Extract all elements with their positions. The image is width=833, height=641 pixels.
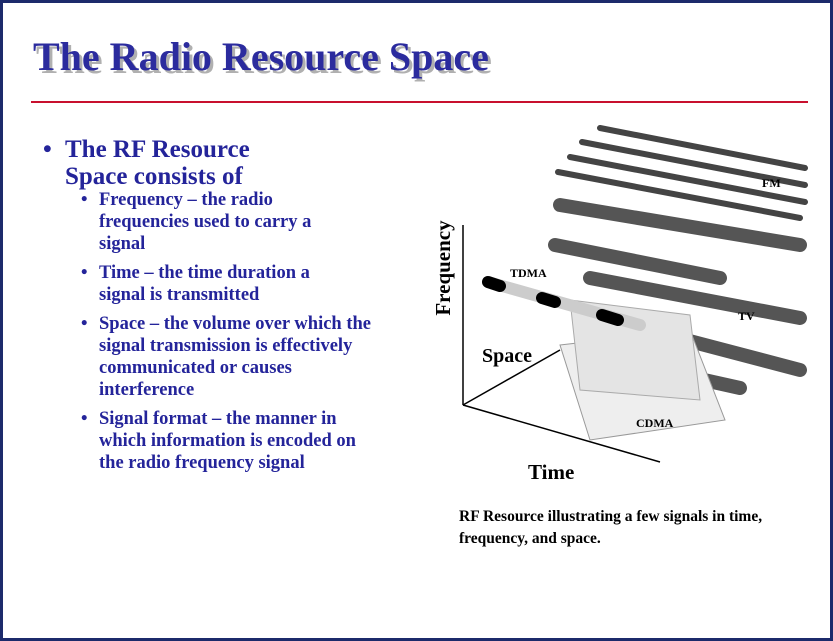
signal-label: CDMA [636,416,674,430]
axis-label: Space [482,345,532,367]
axis-label: Time [528,460,574,484]
signal-label: TV [738,309,755,323]
slide: The Radio Resource Space The RF Resource… [0,0,833,641]
figure-caption: RF Resource illustrating a few signals i… [459,506,809,550]
signal-label: FM [762,176,781,190]
signal-label: TDMA [510,266,547,280]
rf-illustration: Frequency FM TDMA TV Space CDMA Time [0,0,833,500]
axis-label: Frequency [431,220,455,316]
